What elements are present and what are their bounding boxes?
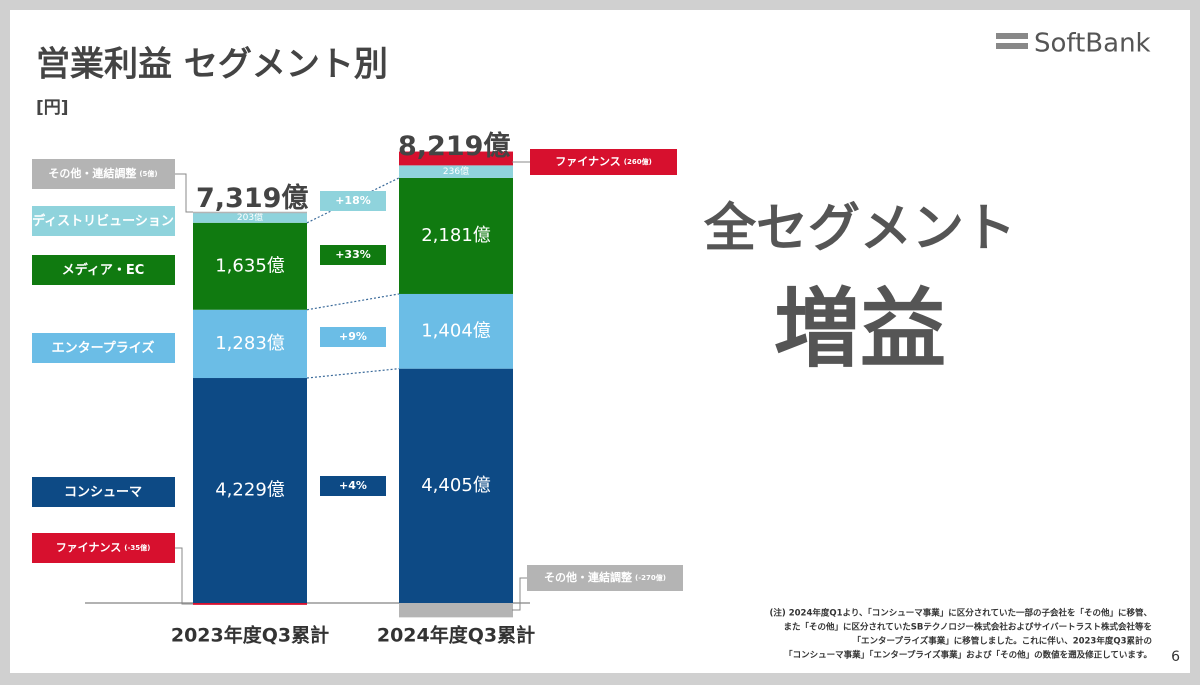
connector	[306, 293, 400, 311]
bar-segment	[399, 151, 513, 166]
bar-segment	[193, 222, 307, 310]
legend-swatch	[527, 565, 683, 591]
bar-segment	[193, 211, 307, 223]
legend-value: (-270億)	[635, 573, 666, 582]
legend-label: ディストリビューション	[32, 213, 174, 229]
page-number: 6	[1171, 649, 1180, 665]
value-label: 1,404億	[421, 320, 491, 341]
legend-label: エンタープライズ	[52, 340, 155, 356]
category-label: 2024年度Q3累計	[377, 624, 535, 647]
legend-name: その他・連結調整	[48, 166, 136, 180]
change-badge: +18%	[320, 191, 386, 211]
footnote: 「コンシューマ事業」「エンタープライズ事業」および「その他」の数値を遡及修正して…	[784, 650, 1152, 661]
legend-label: ファイナンス (260億)	[555, 155, 652, 168]
value-label: 203億	[237, 211, 263, 223]
legend-value: (-35億)	[124, 543, 150, 552]
legend-label: ファイナンス (-35億)	[56, 541, 151, 554]
change-label: +4%	[339, 479, 367, 492]
legend-swatch	[32, 255, 175, 285]
legend-label: その他・連結調整 (5億)	[48, 166, 157, 180]
legend-label: コンシューマ	[64, 485, 142, 500]
legend-name: メディア・EC	[62, 262, 145, 278]
legend-name: ファイナンス	[555, 155, 621, 168]
value-label: 4,405億	[421, 475, 491, 496]
legend-name: コンシューマ	[64, 485, 142, 500]
legend-name: その他・連結調整	[544, 570, 632, 584]
connector	[306, 177, 400, 224]
bar-segment	[399, 165, 513, 178]
bar-segment	[193, 309, 307, 379]
change-box	[320, 476, 386, 496]
legend-name: ディストリビューション	[32, 213, 174, 229]
bar-segment	[399, 177, 513, 294]
change-badge: +4%	[320, 476, 386, 496]
bar-segment	[399, 293, 513, 369]
logo: SoftBank	[1034, 29, 1151, 59]
total-label: 7,319億	[196, 183, 308, 214]
change-box	[320, 245, 386, 265]
leader	[512, 577, 527, 611]
bar-segment	[399, 368, 513, 603]
footnote: (注) 2024年度Q1より、「コンシューマ事業」に区分されていた一部の子会社を…	[769, 608, 1152, 619]
legend-name: ファイナンス	[56, 541, 122, 554]
legend-swatch	[32, 333, 175, 363]
bar-segment	[399, 603, 513, 618]
legend-value: (260億)	[624, 157, 652, 166]
leader	[175, 173, 193, 213]
legend-swatch	[32, 533, 175, 563]
change-label: +9%	[339, 330, 367, 343]
bar-segment	[193, 378, 307, 603]
unit: [円]	[36, 98, 69, 118]
logo-bar	[996, 43, 1028, 49]
connector	[306, 368, 400, 379]
legend-swatch	[32, 206, 175, 236]
legend-value: (5億)	[139, 169, 157, 178]
change-box	[320, 191, 386, 211]
change-box	[320, 327, 386, 347]
value-label: 2,181億	[421, 225, 491, 246]
legend-swatch	[530, 149, 677, 175]
legend-swatch	[32, 159, 175, 189]
legend-name: エンタープライズ	[52, 340, 155, 356]
legend-swatch	[32, 477, 175, 507]
message: 増益	[774, 279, 946, 379]
change-label: +33%	[335, 248, 371, 261]
footnote: また「その他」に区分されていたSBテクノロジー株式会社およびサイバートラスト株式…	[783, 622, 1152, 633]
title: 営業利益 セグメント別	[36, 45, 388, 85]
change-badge: +9%	[320, 327, 386, 347]
change-badge: +33%	[320, 245, 386, 265]
value-label: 236億	[443, 165, 469, 177]
bar-segment	[193, 603, 307, 605]
bar-segment	[193, 211, 307, 214]
total-label: 8,219億	[398, 131, 510, 162]
category-label: 2023年度Q3累計	[171, 624, 329, 647]
change-label: +18%	[335, 194, 371, 207]
legend-label: メディア・EC	[62, 262, 145, 278]
legend-label: その他・連結調整 (-270億)	[544, 570, 666, 584]
value-label: 4,229億	[215, 480, 285, 501]
value-label: 1,635億	[215, 255, 285, 276]
logo-bar	[996, 33, 1028, 39]
footnote: 「エンタープライズ事業」に移管しました。これに伴い、2023年度Q3累計の	[852, 636, 1152, 647]
value-label: 1,283億	[215, 333, 285, 354]
leader	[175, 547, 193, 605]
message: 全セグメント	[703, 199, 1016, 259]
